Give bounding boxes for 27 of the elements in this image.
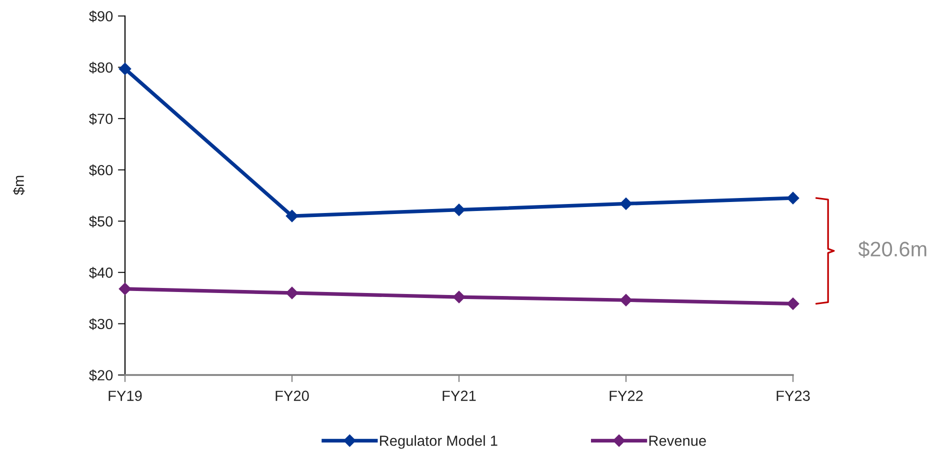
y-tick-label: $30: [89, 318, 113, 330]
point: [118, 62, 132, 75]
point: [620, 294, 632, 306]
y-tick-label: $80: [89, 62, 113, 74]
point: [620, 198, 632, 210]
x-tick-label: FY21: [442, 390, 476, 401]
y-tick-label: $70: [89, 113, 113, 125]
text: $20.6m: [858, 240, 926, 258]
y-tick-label: $40: [89, 266, 113, 279]
y-tick-label: $50: [89, 216, 113, 228]
legend-label: Revenue: [649, 436, 706, 446]
point: [118, 282, 132, 295]
x-tick-label: FY22: [610, 390, 643, 401]
x-tick-label: FY23: [776, 390, 810, 401]
x-tick-label: FY19: [108, 390, 142, 401]
legend-label: Regulator Model 1: [380, 435, 498, 449]
point: [286, 286, 298, 300]
y-tick-label: $20: [89, 369, 113, 382]
point: [452, 290, 466, 304]
y-tick-label: $90: [89, 10, 113, 22]
y-axis-title: $m: [12, 176, 25, 195]
y-tick-label: $60: [89, 164, 113, 176]
point: [786, 192, 800, 204]
point: [786, 298, 800, 310]
point: [452, 204, 466, 216]
point: [286, 210, 298, 222]
x-tick-label: FY20: [276, 390, 309, 401]
